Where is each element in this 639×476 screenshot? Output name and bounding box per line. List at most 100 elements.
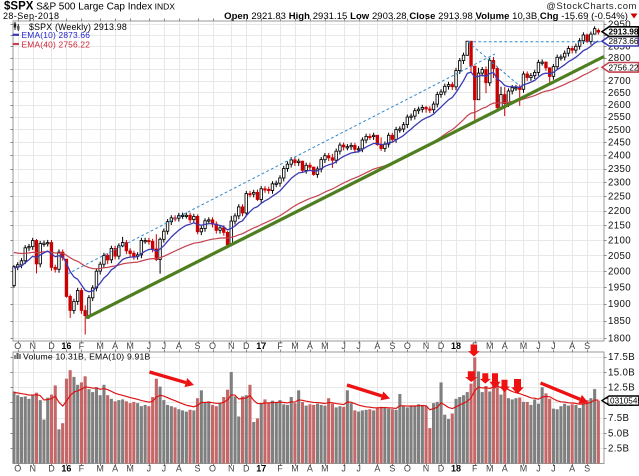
svg-text:F: F bbox=[79, 464, 85, 474]
svg-text:2700: 2700 bbox=[608, 76, 631, 87]
svg-text:2350: 2350 bbox=[608, 164, 631, 175]
svg-text:F: F bbox=[472, 464, 478, 474]
svg-text:O: O bbox=[209, 464, 216, 474]
svg-text:S: S bbox=[584, 464, 590, 474]
svg-text:$SPX S&P 500 Large Cap Index I: $SPX S&P 500 Large Cap Index INDX bbox=[4, 1, 175, 13]
svg-text:N: N bbox=[29, 341, 36, 351]
svg-text:J: J bbox=[162, 464, 167, 474]
svg-text:A: A bbox=[176, 341, 182, 351]
svg-text:2300: 2300 bbox=[608, 178, 631, 189]
svg-text:M: M bbox=[486, 341, 494, 351]
svg-text:Volume 10.31B, EMA(10) 9.91B: Volume 10.31B, EMA(10) 9.91B bbox=[23, 351, 150, 361]
svg-text:A: A bbox=[112, 464, 118, 474]
svg-text:M: M bbox=[520, 341, 528, 351]
svg-text:2450: 2450 bbox=[608, 138, 631, 149]
svg-text:J: J bbox=[536, 464, 541, 474]
svg-text:2850: 2850 bbox=[608, 42, 631, 53]
svg-text:1800: 1800 bbox=[608, 333, 631, 344]
svg-text:$SPX (Weekly) 2913.98: $SPX (Weekly) 2913.98 bbox=[29, 22, 127, 32]
svg-text:17: 17 bbox=[256, 341, 266, 351]
svg-text:M: M bbox=[321, 464, 329, 474]
svg-text:S: S bbox=[195, 341, 201, 351]
svg-text:1850: 1850 bbox=[608, 316, 631, 327]
svg-text:A: A bbox=[112, 341, 118, 351]
svg-text:O: O bbox=[14, 464, 21, 474]
svg-text:D: D bbox=[243, 464, 250, 474]
svg-text:Open 2921.83 High 2931.15 Low: Open 2921.83 High 2931.15 Low 2903.28 Cl… bbox=[224, 11, 628, 22]
svg-text:18: 18 bbox=[451, 341, 461, 351]
svg-text:M: M bbox=[126, 341, 134, 351]
svg-text:17: 17 bbox=[256, 464, 266, 474]
svg-text:2.5B: 2.5B bbox=[608, 444, 629, 455]
svg-text:D: D bbox=[438, 341, 445, 351]
svg-text:J: J bbox=[356, 341, 361, 351]
svg-text:M: M bbox=[291, 464, 299, 474]
svg-text:2050: 2050 bbox=[608, 251, 631, 262]
svg-text:O: O bbox=[209, 341, 216, 351]
svg-text:N: N bbox=[423, 341, 430, 351]
svg-text:D: D bbox=[243, 341, 250, 351]
svg-text:M: M bbox=[291, 341, 299, 351]
svg-text:N: N bbox=[228, 464, 235, 474]
svg-text:S: S bbox=[389, 464, 395, 474]
svg-text:2000: 2000 bbox=[608, 266, 631, 277]
svg-text:12.5B: 12.5B bbox=[608, 383, 635, 394]
svg-text:O: O bbox=[14, 341, 21, 351]
svg-text:2550: 2550 bbox=[608, 112, 631, 123]
svg-text:J: J bbox=[551, 341, 556, 351]
svg-text:N: N bbox=[228, 341, 235, 351]
svg-text:2150: 2150 bbox=[608, 221, 631, 232]
svg-text:J: J bbox=[162, 341, 167, 351]
svg-text:M: M bbox=[126, 464, 134, 474]
svg-text:D: D bbox=[48, 341, 55, 351]
svg-text:A: A bbox=[502, 464, 508, 474]
svg-text:M: M bbox=[321, 341, 329, 351]
svg-text:15.0B: 15.0B bbox=[608, 367, 635, 378]
svg-text:5.0B: 5.0B bbox=[608, 428, 629, 439]
svg-text:A: A bbox=[374, 464, 380, 474]
svg-text:1900: 1900 bbox=[608, 299, 631, 310]
svg-text:2500: 2500 bbox=[608, 125, 631, 136]
svg-text:2600: 2600 bbox=[608, 100, 631, 111]
svg-text:O: O bbox=[404, 464, 411, 474]
svg-text:A: A bbox=[307, 341, 313, 351]
svg-text:J: J bbox=[147, 341, 152, 351]
svg-text:2913.98: 2913.98 bbox=[609, 27, 639, 37]
svg-text:1950: 1950 bbox=[608, 283, 631, 294]
svg-text:N: N bbox=[423, 464, 430, 474]
svg-text:J: J bbox=[341, 341, 346, 351]
svg-text:M: M bbox=[486, 464, 494, 474]
svg-text:16: 16 bbox=[61, 341, 71, 351]
svg-text:A: A bbox=[569, 464, 575, 474]
svg-text:F: F bbox=[277, 464, 283, 474]
svg-text:2100: 2100 bbox=[608, 235, 631, 246]
svg-text:S: S bbox=[389, 341, 395, 351]
svg-text:O: O bbox=[404, 341, 411, 351]
svg-text:EMA(40) 2756.22: EMA(40) 2756.22 bbox=[22, 39, 91, 49]
svg-text:10310545: 10310545 bbox=[606, 397, 639, 406]
svg-text:2650: 2650 bbox=[608, 88, 631, 99]
svg-text:7.5B: 7.5B bbox=[608, 413, 629, 424]
svg-text:2873.66: 2873.66 bbox=[609, 36, 639, 46]
svg-text:2800: 2800 bbox=[608, 53, 631, 64]
svg-text:2200: 2200 bbox=[608, 206, 631, 217]
svg-text:J: J bbox=[536, 341, 541, 351]
svg-text:S: S bbox=[195, 464, 201, 474]
svg-text:2950: 2950 bbox=[608, 20, 631, 31]
svg-text:D: D bbox=[48, 464, 55, 474]
svg-text:A: A bbox=[569, 341, 575, 351]
svg-text:M: M bbox=[520, 464, 528, 474]
svg-text:17.5B: 17.5B bbox=[608, 352, 635, 363]
svg-text:M: M bbox=[96, 341, 104, 351]
svg-text:J: J bbox=[551, 464, 556, 474]
svg-text:J: J bbox=[147, 464, 152, 474]
svg-text:2756.22: 2756.22 bbox=[609, 62, 639, 72]
svg-text:A: A bbox=[502, 341, 508, 351]
svg-text:J: J bbox=[341, 464, 346, 474]
svg-text:S: S bbox=[584, 341, 590, 351]
svg-text:A: A bbox=[307, 464, 313, 474]
svg-text:F: F bbox=[79, 341, 85, 351]
svg-text:@StockCharts.com: @StockCharts.com bbox=[546, 1, 637, 12]
svg-text:M: M bbox=[96, 464, 104, 474]
svg-text:A: A bbox=[374, 341, 380, 351]
